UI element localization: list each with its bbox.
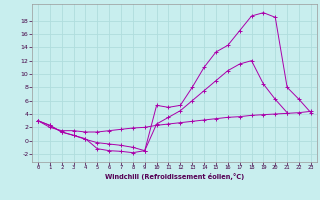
X-axis label: Windchill (Refroidissement éolien,°C): Windchill (Refroidissement éolien,°C) xyxy=(105,173,244,180)
